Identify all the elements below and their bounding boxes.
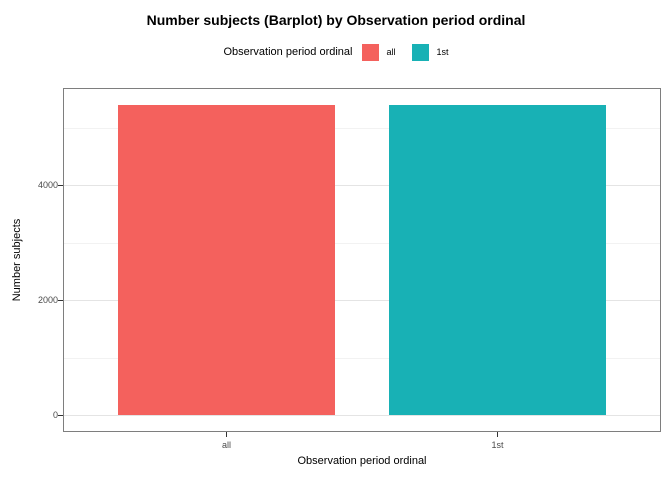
y-tick-label: 4000: [37, 180, 58, 191]
plot-title: Number subjects (Barplot) by Observation…: [146, 12, 526, 28]
legend-items: all 1st: [361, 43, 449, 61]
legend-swatch-1st: [411, 43, 429, 61]
x-tick-mark: [226, 432, 228, 437]
y-tick-mark: [58, 184, 63, 186]
y-tick-label: 2000: [37, 295, 58, 306]
y-axis-title: Number subjects: [11, 218, 23, 302]
x-axis-title: Observation period ordinal: [297, 455, 427, 467]
gridline-minor: [64, 242, 660, 244]
legend-item-1st: 1st: [411, 43, 449, 61]
gridline-minor: [64, 127, 660, 129]
legend-item-label: all: [386, 47, 396, 57]
y-tick-mark: [58, 299, 63, 301]
y-tick-label: 0: [52, 410, 58, 421]
gridline-major: [64, 185, 660, 187]
legend-item-label: 1st: [436, 47, 449, 57]
y-tick-mark: [58, 414, 63, 416]
x-tick-label: 1st: [491, 440, 504, 450]
bar-all: [118, 104, 335, 416]
x-tick-mark: [496, 432, 498, 437]
gridline-minor: [64, 357, 660, 359]
gridline-major: [64, 415, 660, 417]
bar-1st: [389, 104, 606, 416]
legend-item-all: all: [361, 43, 396, 61]
legend-swatch-all: [361, 43, 379, 61]
gridline-major: [64, 300, 660, 302]
legend-title: Observation period ordinal: [223, 46, 353, 58]
legend: Observation period ordinal all 1st: [0, 43, 672, 61]
plot-panel: [63, 88, 661, 432]
x-tick-label: all: [222, 440, 232, 450]
